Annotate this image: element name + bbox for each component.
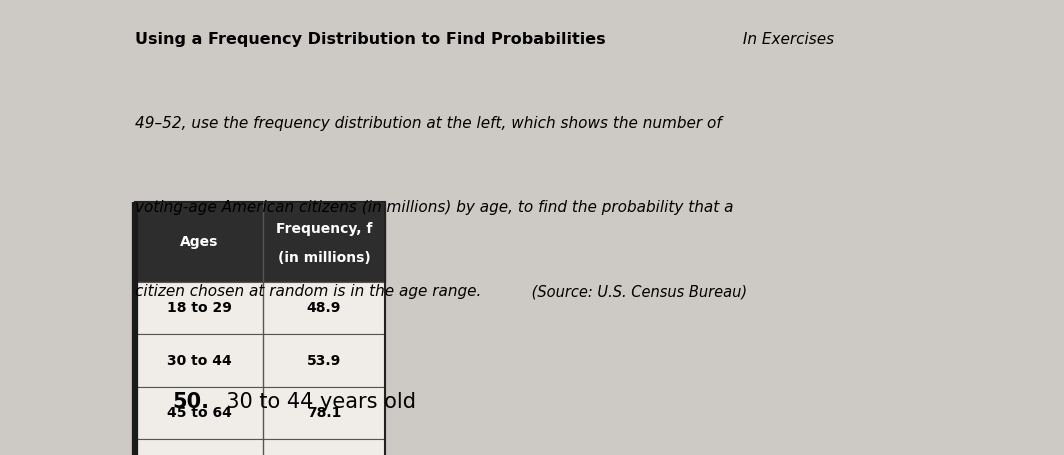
Text: 45 to 64: 45 to 64: [167, 406, 231, 420]
Text: Using a Frequency Distribution to Find Probabilities: Using a Frequency Distribution to Find P…: [135, 32, 605, 47]
FancyBboxPatch shape: [135, 202, 385, 282]
Text: (in millions): (in millions): [278, 251, 370, 265]
Text: 48.9: 48.9: [306, 301, 342, 315]
Text: 30 to 44: 30 to 44: [167, 354, 231, 368]
Text: Frequency, f: Frequency, f: [276, 222, 372, 236]
Text: 49–52, use the frequency distribution at the left, which shows the number of: 49–52, use the frequency distribution at…: [135, 116, 721, 131]
Text: citizen chosen at random is in the age range.: citizen chosen at random is in the age r…: [135, 284, 482, 299]
FancyBboxPatch shape: [135, 439, 385, 455]
Text: 18 to 29: 18 to 29: [167, 301, 231, 315]
Text: Ages: Ages: [180, 235, 218, 249]
Text: In Exercises: In Exercises: [738, 32, 834, 47]
Text: 50.: 50.: [172, 392, 210, 412]
Text: (Source: U.S. Census Bureau): (Source: U.S. Census Bureau): [527, 284, 747, 299]
FancyBboxPatch shape: [135, 334, 385, 387]
FancyBboxPatch shape: [135, 282, 385, 334]
Text: voting-age American citizens (in millions) by age, to find the probability that : voting-age American citizens (in million…: [135, 200, 734, 215]
Text: 30 to 44 years old: 30 to 44 years old: [213, 392, 416, 412]
FancyBboxPatch shape: [135, 387, 385, 439]
Text: 53.9: 53.9: [306, 354, 342, 368]
Text: 78.1: 78.1: [306, 406, 342, 420]
